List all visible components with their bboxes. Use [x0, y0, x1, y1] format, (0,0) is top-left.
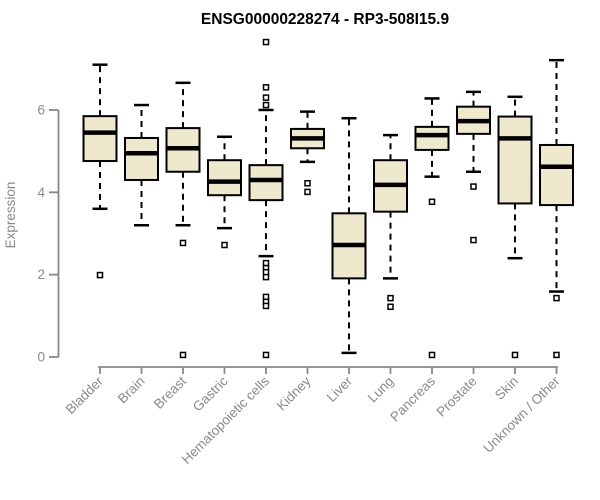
- x-tick-label-lung: Lung: [365, 374, 397, 406]
- x-tick-label-prostate: Prostate: [433, 374, 479, 420]
- y-axis: 0 2 4 6 Expression: [3, 102, 60, 365]
- iqr-box: [497, 115, 533, 205]
- outlier-point: [387, 294, 394, 302]
- boxplot-lung: [373, 133, 408, 311]
- outlier-point: [262, 302, 270, 310]
- boxplot-breast: [165, 81, 201, 359]
- iqr-box: [124, 136, 159, 181]
- outlier-point: [262, 84, 270, 91]
- chart-title: ENSG00000228274 - RP3-508I15.9: [201, 11, 450, 28]
- boxplot-prostate: [456, 90, 491, 244]
- x-tick-label-breast: Breast: [151, 373, 189, 411]
- iqr-box: [248, 164, 284, 202]
- outlier-point: [511, 351, 519, 359]
- outlier-point: [262, 94, 270, 101]
- x-tick-label-unknown-other: Unknown / Other: [480, 373, 563, 456]
- outlier-point: [262, 101, 270, 109]
- x-tick-label-bladder: Bladder: [63, 373, 107, 417]
- x-tick-label-liver: Liver: [324, 373, 356, 405]
- outlier-point: [179, 239, 187, 247]
- boxplot-liver: [331, 116, 367, 355]
- outlier-point: [262, 38, 270, 46]
- iqr-box: [539, 143, 574, 207]
- y-axis-title: Expression: [3, 182, 18, 249]
- x-tick-label-brain: Brain: [115, 374, 148, 407]
- outlier-point: [221, 241, 228, 249]
- x-tick-label-pancreas: Pancreas: [387, 373, 438, 424]
- boxplot-skin: [497, 95, 533, 359]
- outlier-point: [553, 294, 560, 302]
- boxplot-bladder: [82, 63, 118, 279]
- iqr-box: [207, 159, 242, 197]
- boxplot-unknown-other: [539, 58, 574, 359]
- outlier-point: [304, 180, 311, 187]
- outlier-point: [470, 236, 477, 244]
- boxplot-pancreas: [414, 97, 450, 359]
- outlier-point: [553, 351, 560, 359]
- outlier-point: [179, 351, 187, 359]
- iqr-box: [414, 125, 450, 151]
- x-tick-label-gastric: Gastric: [190, 373, 231, 414]
- outlier-point: [304, 188, 311, 196]
- y-tick-label: 2: [37, 267, 45, 282]
- outlier-point: [96, 271, 104, 279]
- outlier-point: [262, 351, 270, 359]
- x-tick-label-skin: Skin: [492, 374, 521, 403]
- y-tick-label: 4: [37, 185, 45, 200]
- outlier-point: [428, 198, 436, 206]
- boxplot-hematopoietic-cells: [248, 38, 284, 359]
- boxplot-gastric: [207, 135, 242, 249]
- y-tick-label: 0: [37, 350, 45, 365]
- iqr-box: [82, 115, 118, 163]
- outlier-point: [387, 303, 394, 311]
- outlier-point: [470, 183, 477, 190]
- y-tick-label: 6: [37, 102, 45, 117]
- outlier-point: [262, 273, 270, 281]
- boxplot-kidney: [290, 110, 325, 196]
- outlier-point: [428, 351, 436, 359]
- x-tick-label-kidney: Kidney: [274, 373, 314, 413]
- boxplot-brain: [124, 103, 159, 227]
